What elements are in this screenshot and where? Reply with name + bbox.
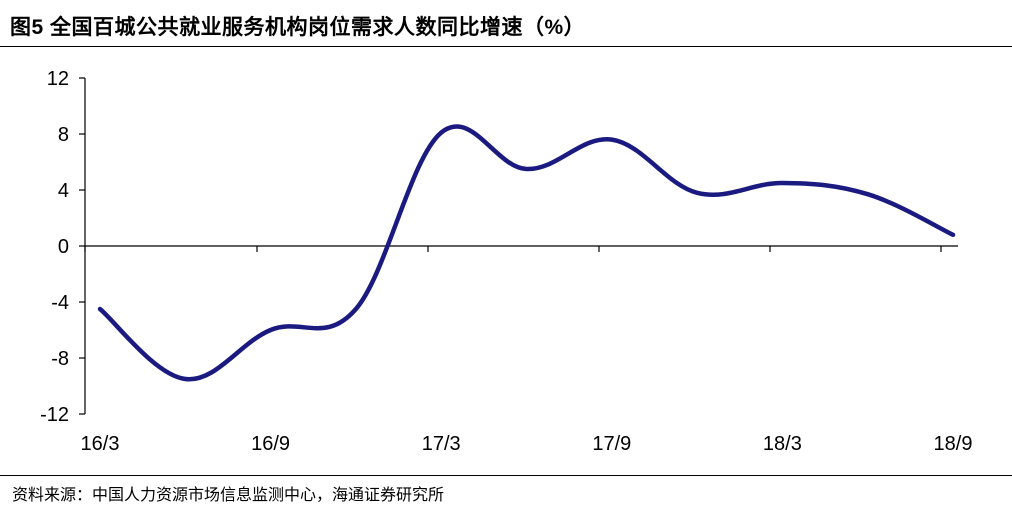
title-bar: 图5 全国百城公共就业服务机构岗位需求人数同比增速（%） [0, 0, 1012, 46]
x-tick-label: 16/3 [81, 433, 120, 455]
title-divider [0, 46, 1012, 47]
x-tick-label: 18/9 [934, 433, 973, 455]
y-tick-label: -12 [40, 404, 69, 426]
x-tick-label: 17/9 [592, 433, 631, 455]
y-tick-label: 8 [58, 124, 69, 146]
source-divider [0, 475, 1012, 476]
chart-title: 图5 全国百城公共就业服务机构岗位需求人数同比增速（%） [10, 16, 586, 39]
y-tick-label: 12 [47, 68, 69, 90]
y-tick-label: -8 [51, 348, 69, 370]
line-chart: 12 8 4 0 -4 -8 -12 16/3 16/9 17/3 17/9 18/3 18/9 [40, 68, 973, 455]
x-tick-label: 18/3 [763, 433, 802, 455]
x-tick-label: 17/3 [422, 433, 461, 455]
y-tick-label: -4 [51, 292, 69, 314]
y-tick-label: 4 [58, 180, 69, 202]
series-line [97, 124, 956, 382]
y-tick-label: 0 [58, 236, 69, 258]
x-tick-label: 16/9 [251, 433, 290, 455]
source-note: 资料来源：中国人力资源市场信息监测中心，海通证券研究所 [12, 487, 445, 504]
